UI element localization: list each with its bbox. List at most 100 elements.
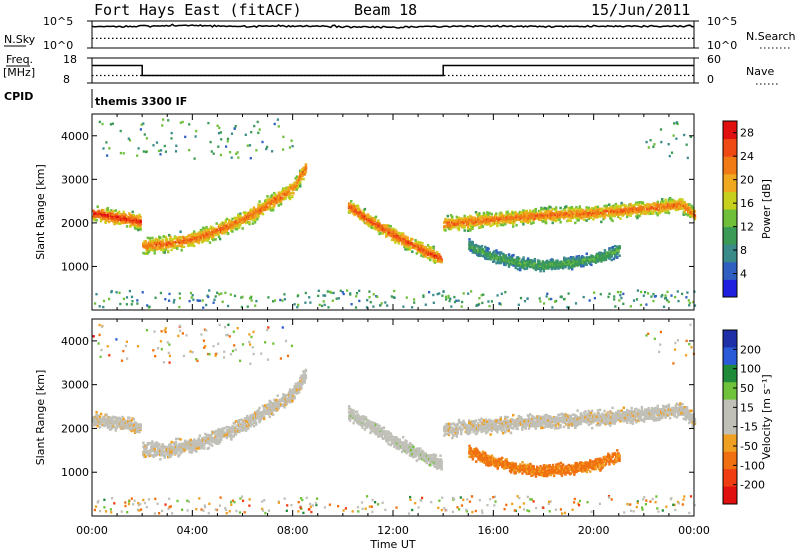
power-scatter-cell [350, 303, 353, 306]
power-scatter-cell [95, 293, 98, 296]
power-scatter-cell [441, 294, 444, 297]
power-echo-cell [472, 220, 475, 224]
power-echo-cell [569, 219, 572, 222]
power-echo-cell [374, 222, 378, 226]
power-echo-cell [579, 212, 583, 216]
power-echo-cell [111, 215, 114, 218]
power-echo-cell [484, 245, 487, 249]
power-echo-cell [668, 205, 672, 208]
power-echo-cell [571, 267, 574, 271]
power-echo-cell [142, 251, 145, 255]
power-scatter-cell [250, 131, 253, 134]
power-echo-cell [170, 248, 173, 252]
power-scatter-cell [178, 305, 181, 309]
power-echo-cell [544, 219, 548, 223]
velocity-echo-cell [139, 423, 142, 426]
power-scatter-cell [393, 296, 396, 299]
power-echo-cell [647, 203, 650, 206]
power-echo-cell [683, 211, 686, 215]
power-scatter-cell [599, 293, 602, 296]
power-echo-cell [172, 246, 175, 249]
power-echo-cell [487, 251, 490, 255]
power-echo-cell [683, 200, 686, 204]
power-echo-cell [616, 256, 619, 259]
power-scatter-cell [487, 300, 490, 303]
power-echo-cell [407, 243, 411, 247]
velocity-echo-cell [110, 427, 113, 431]
power-echo-cell [296, 186, 300, 189]
power-echo-cell [637, 203, 640, 206]
power-scatter-cell [110, 290, 113, 294]
power-scatter-cell [662, 305, 666, 308]
power-echo-cell [525, 209, 528, 213]
velocity-echo-cell [132, 418, 135, 421]
power-echo-cell [510, 215, 514, 218]
power-scatter-cell [693, 304, 697, 307]
power-echo-cell [615, 211, 619, 215]
power-echo-cell [495, 212, 498, 215]
power-scatter-cell [127, 137, 130, 140]
power-scatter-cell [327, 306, 330, 309]
power-scatter-cell [402, 305, 405, 308]
power-echo-cell [207, 237, 210, 240]
power-echo-cell [540, 211, 543, 215]
power-scatter-cell [428, 291, 431, 294]
power-scatter-cell [652, 145, 655, 148]
power-echo-cell [449, 227, 453, 231]
power-scatter-cell [233, 294, 237, 298]
power-echo-cell [270, 193, 274, 197]
power-scatter-cell [477, 303, 480, 307]
power-echo-cell [512, 222, 515, 226]
power-scatter-cell [543, 302, 546, 305]
power-scatter-cell [683, 133, 686, 137]
power-echo-cell [451, 218, 454, 221]
power-scatter-cell [674, 295, 677, 299]
power-echo-cell [629, 214, 632, 217]
power-echo-cell [605, 209, 609, 213]
power-echo-cell [571, 212, 575, 216]
power-scatter-cell [179, 121, 182, 124]
power-echo-cell [302, 177, 305, 181]
power-echo-cell [294, 177, 297, 180]
power-echo-cell [394, 239, 397, 243]
power-echo-cell [592, 212, 595, 215]
power-echo-cell [644, 205, 647, 209]
power-echo-cell [429, 258, 432, 262]
power-scatter-cell [128, 289, 131, 293]
velocity-echo-cell [113, 426, 116, 429]
power-echo-cell [631, 211, 635, 215]
power-scatter-cell [447, 294, 450, 298]
power-echo-cell [258, 212, 261, 215]
power-echo-cell [218, 237, 222, 241]
power-echo-cell [208, 241, 212, 244]
power-echo-cell [287, 186, 291, 189]
power-echo-cell [370, 223, 373, 227]
power-echo-cell [217, 235, 221, 239]
power-echo-cell [498, 258, 502, 261]
power-echo-cell [188, 237, 191, 241]
power-scatter-cell [108, 147, 111, 150]
power-echo-cell [512, 264, 515, 267]
velocity-echo-cell [120, 419, 123, 422]
power-echo-cell [508, 219, 511, 223]
power-echo-cell [598, 215, 602, 218]
velocity-echo-cell [115, 426, 119, 429]
power-scatter-cell [220, 292, 223, 295]
power-scatter-cell [498, 302, 501, 305]
power-scatter-cell [282, 148, 285, 151]
power-scatter-cell [496, 294, 499, 297]
power-scatter-cell [276, 118, 279, 121]
power-echo-cell [471, 240, 474, 244]
power-echo-cell [489, 224, 492, 228]
power-echo-cell [409, 239, 413, 243]
power-echo-cell [362, 212, 365, 216]
power-echo-cell [272, 206, 275, 209]
power-scatter-cell [237, 156, 240, 159]
power-echo-cell [356, 204, 360, 208]
power-echo-cell [130, 222, 133, 225]
velocity-echo-cell [139, 426, 142, 429]
velocity-echo-cell [121, 415, 124, 419]
power-scatter-cell [500, 292, 503, 295]
power-scatter-cell [106, 154, 109, 157]
